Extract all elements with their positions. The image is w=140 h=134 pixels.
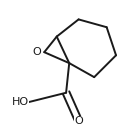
- Text: O: O: [32, 47, 41, 57]
- Text: O: O: [74, 116, 83, 126]
- Text: HO: HO: [11, 97, 29, 107]
